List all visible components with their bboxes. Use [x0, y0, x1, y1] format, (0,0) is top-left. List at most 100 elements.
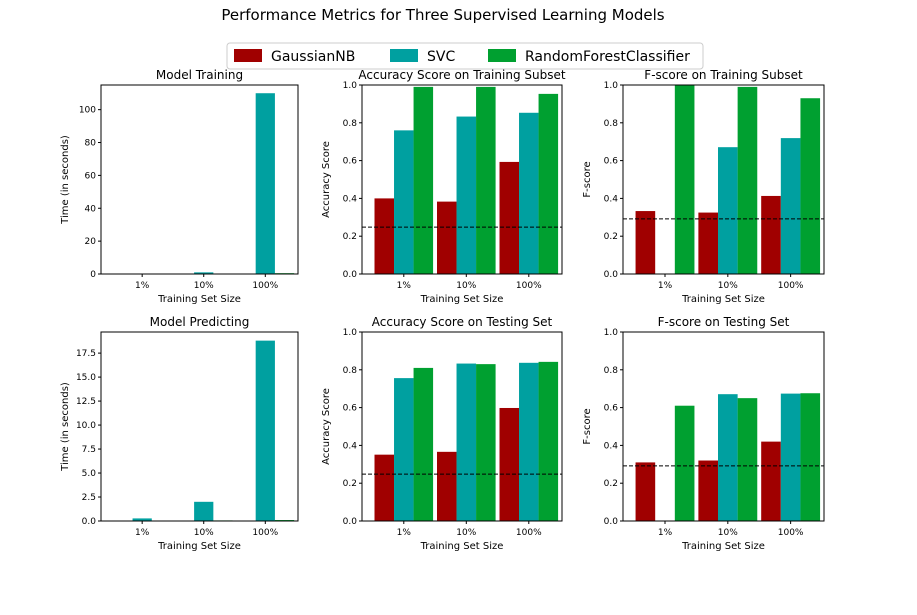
y-tick-label: 0.8 [604, 119, 619, 129]
x-tick-label: 1% [397, 528, 412, 538]
x-tick-label: 10% [456, 281, 476, 291]
plot-frame [622, 331, 825, 522]
y-tick-label: 0.4 [604, 441, 619, 451]
bar-svc-10pct [718, 147, 738, 274]
panel-5: 1% 10% 100% 0.0 0.2 0.4 0.6 0.8 1.0 Accuracy Scor… [321, 315, 563, 552]
y-tick-label: 0.0 [604, 517, 619, 527]
bar-randomforestclassifier-100pct [800, 393, 821, 521]
y-axis-label: Time (in seconds) [60, 135, 71, 225]
x-axis-label: Training Set Size [157, 294, 241, 305]
legend-swatch-randomforest [488, 49, 516, 62]
bar-randomforestclassifier-100pct [800, 98, 821, 274]
y-tick-label: 0.2 [343, 479, 357, 489]
y-tick-label: 0.0 [343, 270, 358, 280]
x-tick-label: 100% [252, 281, 278, 291]
bar-gaussiannb-100pct [761, 441, 781, 521]
panel-3: 1% 10% 100% 0.0 0.2 0.4 0.6 0.8 1.0 F-score on Tr… [582, 68, 825, 305]
x-tick-label: 1% [397, 281, 412, 291]
legend-label-gaussiannb: GaussianNB [271, 49, 355, 65]
y-tick-label: 80 [85, 139, 97, 149]
y-tick-label: 0.4 [343, 194, 358, 204]
legend-label-randomforest: RandomForestClassifier [525, 49, 690, 65]
y-tick-label: 0.6 [343, 157, 358, 167]
y-tick-label: 15.0 [76, 373, 96, 383]
bar-svc-100pct [255, 340, 275, 521]
panel-title: F-score on Training Subset [644, 68, 803, 82]
x-tick-label: 10% [194, 528, 214, 538]
plot-frame [361, 84, 563, 275]
x-axis-label: Training Set Size [681, 294, 765, 305]
x-tick-label: 10% [718, 281, 738, 291]
x-axis-label: Training Set Size [420, 541, 504, 552]
figure-title: Performance Metrics for Three Supervised… [221, 6, 664, 24]
bar-randomforestclassifier-10pct [476, 86, 496, 274]
x-tick-label: 10% [456, 528, 476, 538]
y-tick-label: 40 [85, 204, 97, 214]
y-tick-label: 17.5 [76, 349, 96, 359]
x-tick-label: 1% [135, 281, 150, 291]
x-tick-label: 10% [718, 528, 738, 538]
bar-randomforestclassifier-10pct [476, 364, 496, 521]
bar-gaussiannb-10pct [437, 451, 457, 521]
bar-gaussiannb-100pct [499, 161, 520, 274]
bar-randomforestclassifier-10pct [737, 398, 758, 521]
bar-randomforestclassifier-1pct [674, 405, 695, 521]
bar-svc-10pct [194, 501, 214, 521]
panel-title: Accuracy Score on Testing Set [372, 315, 553, 329]
panel-title: Model Training [156, 68, 243, 82]
bar-gaussiannb-1pct [374, 198, 395, 274]
bar-randomforestclassifier-10pct [737, 86, 758, 274]
y-tick-label: 7.5 [82, 445, 96, 455]
bar-svc-1pct [394, 378, 414, 521]
x-tick-label: 100% [516, 528, 542, 538]
y-tick-label: 1.0 [343, 81, 358, 91]
y-tick-label: 60 [85, 171, 97, 181]
bar-svc-1pct [394, 130, 414, 274]
bar-gaussiannb-1pct [374, 454, 395, 521]
y-axis-label: Time (in seconds) [60, 382, 71, 472]
legend: GaussianNB SVC RandomForestClassifier [226, 42, 704, 70]
y-tick-label: 0.4 [604, 194, 619, 204]
y-tick-label: 0.8 [604, 366, 619, 376]
panel-title: Accuracy Score on Training Subset [358, 68, 565, 82]
legend-swatch-svc [390, 49, 418, 62]
bar-randomforestclassifier-1pct [674, 85, 695, 274]
bar-svc-10pct [456, 363, 477, 521]
y-tick-label: 0.4 [343, 441, 358, 451]
y-axis-label: Accuracy Score [321, 141, 332, 218]
bar-gaussiannb-100pct [761, 195, 781, 274]
bar-svc-100pct [519, 362, 539, 521]
bar-randomforestclassifier-100pct [538, 361, 559, 521]
y-tick-label: 0.2 [604, 479, 618, 489]
y-tick-label: 0.0 [604, 270, 619, 280]
x-axis-label: Training Set Size [681, 541, 765, 552]
bar-svc-100pct [519, 112, 539, 274]
x-tick-label: 1% [135, 528, 150, 538]
y-tick-label: 20 [85, 237, 97, 247]
bar-randomforestclassifier-100pct [538, 93, 559, 274]
bar-gaussiannb-1pct [635, 211, 656, 274]
y-tick-label: 5.0 [82, 469, 97, 479]
plot-frame [100, 331, 299, 522]
x-tick-label: 100% [252, 528, 278, 538]
panel-1: 1% 10% 100% 0 20 40 60 80 100 Model Training Train… [60, 68, 299, 305]
panel-6: 1% 10% 100% 0.0 0.2 0.4 0.6 0.8 1.0 F-score on Te… [582, 315, 825, 552]
plot-frame [100, 84, 299, 275]
y-tick-label: 1.0 [604, 328, 619, 338]
bar-svc-10pct [718, 394, 738, 521]
bar-gaussiannb-10pct [698, 460, 719, 521]
panel-4: 1% 10% 100% 0.0 2.5 5.0 7.5 10.0 12.5 15.0 17.5 Mod… [60, 315, 299, 552]
x-tick-label: 100% [778, 528, 804, 538]
y-tick-label: 100 [79, 106, 96, 116]
x-tick-label: 10% [194, 281, 214, 291]
x-tick-label: 1% [658, 281, 673, 291]
bar-svc-10pct [456, 116, 477, 274]
x-tick-label: 1% [658, 528, 673, 538]
y-tick-label: 0.0 [343, 517, 358, 527]
y-tick-label: 12.5 [76, 397, 96, 407]
y-tick-label: 0.8 [343, 119, 358, 129]
y-tick-label: 0 [90, 270, 96, 280]
y-axis-label: Accuracy Score [321, 388, 332, 465]
